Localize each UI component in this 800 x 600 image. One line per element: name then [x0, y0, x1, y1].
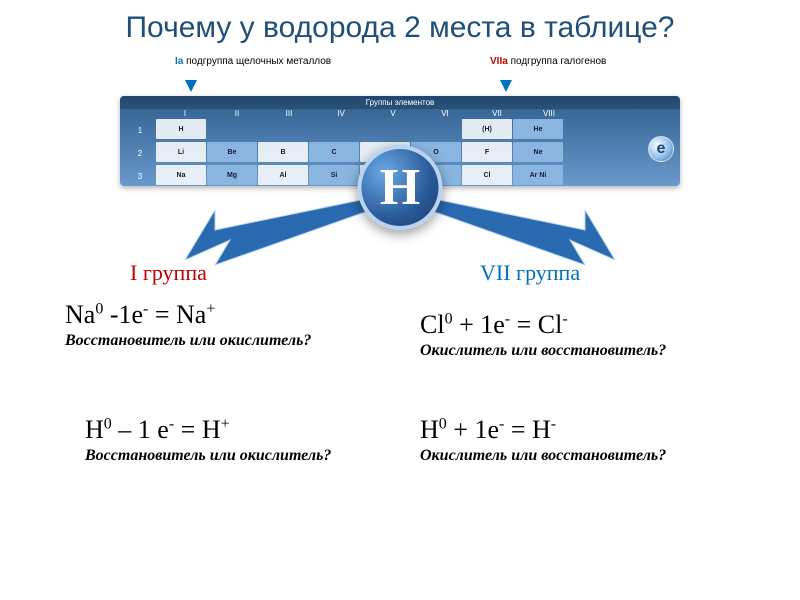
- slide-title: Почему у водорода 2 места в таблице?: [0, 0, 800, 51]
- equation-cl-question: Окислитель или восстановитель?: [420, 342, 666, 360]
- subgroup-left-text: подгруппа щелочных металлов: [186, 56, 331, 67]
- element-cell: Ne: [513, 142, 563, 162]
- element-cell: Mg: [207, 165, 257, 185]
- strip-header: Группы элементов: [120, 96, 680, 109]
- subgroup-left-prefix: Ia: [175, 56, 183, 67]
- equation-h-gain-question: Окислитель или восстановитель?: [420, 447, 666, 465]
- equation-na-formula: Na0 -1e- = Na+: [65, 300, 311, 330]
- element-cell: [258, 119, 308, 139]
- e-badge-icon: e: [648, 136, 674, 162]
- equation-na-question: Восстановитель или окислитель?: [65, 332, 311, 350]
- element-cell: [360, 119, 410, 139]
- element-cell: He: [513, 119, 563, 139]
- equation-h-lose-question: Восстановитель или окислитель?: [85, 447, 331, 465]
- element-cell: [207, 119, 257, 139]
- group-col-label: VII: [472, 109, 522, 118]
- element-cell: Cl: [462, 165, 512, 185]
- element-cell: B: [258, 142, 308, 162]
- big-arrow-right-icon: [415, 195, 615, 275]
- equation-h-gain-formula: H0 + 1e- = H-: [420, 415, 666, 445]
- equation-h-gain: H0 + 1e- = H- Окислитель или восстановит…: [420, 415, 666, 465]
- element-cell: Al: [258, 165, 308, 185]
- subgroup-right-text: подгруппа галогенов: [511, 56, 607, 67]
- subgroup-left-label: Ia подгруппа щелочных металлов: [175, 56, 331, 67]
- group-col-label: VI: [420, 109, 470, 118]
- element-cell: Na: [156, 165, 206, 185]
- group-col-label: I: [160, 109, 210, 118]
- element-cell: Ar Ni: [513, 165, 563, 185]
- strip-group-row: IIIIIIIVVVIVIIVIII: [120, 109, 680, 118]
- period-label: 1: [125, 119, 155, 141]
- hydrogen-circle: H: [358, 145, 443, 230]
- subgroup-right-prefix: VIIa: [490, 56, 508, 67]
- equation-cl: Cl0 + 1e- = Cl- Окислитель или восстанов…: [420, 310, 666, 360]
- subgroup-right-label: VIIa подгруппа галогенов: [490, 56, 606, 67]
- period-label: 3: [125, 165, 155, 186]
- equation-cl-formula: Cl0 + 1e- = Cl-: [420, 310, 666, 340]
- big-arrow-left-icon: [185, 195, 385, 275]
- group-col-label: VIII: [524, 109, 574, 118]
- element-cell: [309, 119, 359, 139]
- element-cell: Li: [156, 142, 206, 162]
- arrow-down-right-icon: [500, 80, 512, 92]
- element-cell: Si: [309, 165, 359, 185]
- element-cell: [411, 119, 461, 139]
- element-cell: Be: [207, 142, 257, 162]
- element-cell: (H): [462, 119, 512, 139]
- equation-h-lose-formula: H0 – 1 e- = H+: [85, 415, 331, 445]
- equation-na: Na0 -1e- = Na+ Восстановитель или окисли…: [65, 300, 311, 350]
- group-col-label: V: [368, 109, 418, 118]
- equation-h-lose: H0 – 1 e- = H+ Восстановитель или окисли…: [85, 415, 331, 465]
- periodic-row: 1H (H)He: [120, 119, 680, 141]
- element-cell: H: [156, 119, 206, 139]
- element-cell: F: [462, 142, 512, 162]
- group-col-label: IV: [316, 109, 366, 118]
- period-label: 2: [125, 142, 155, 164]
- element-cell: C: [309, 142, 359, 162]
- group-col-label: II: [212, 109, 262, 118]
- group-col-label: III: [264, 109, 314, 118]
- arrow-down-left-icon: [185, 80, 197, 92]
